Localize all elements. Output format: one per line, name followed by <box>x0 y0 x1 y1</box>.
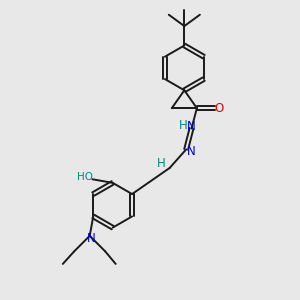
Text: O: O <box>215 102 224 115</box>
Text: HO: HO <box>76 172 93 182</box>
Text: N: N <box>187 145 196 158</box>
Text: N: N <box>87 232 96 245</box>
Text: N: N <box>187 120 195 133</box>
Text: H: H <box>156 157 165 170</box>
Text: H: H <box>179 119 188 132</box>
